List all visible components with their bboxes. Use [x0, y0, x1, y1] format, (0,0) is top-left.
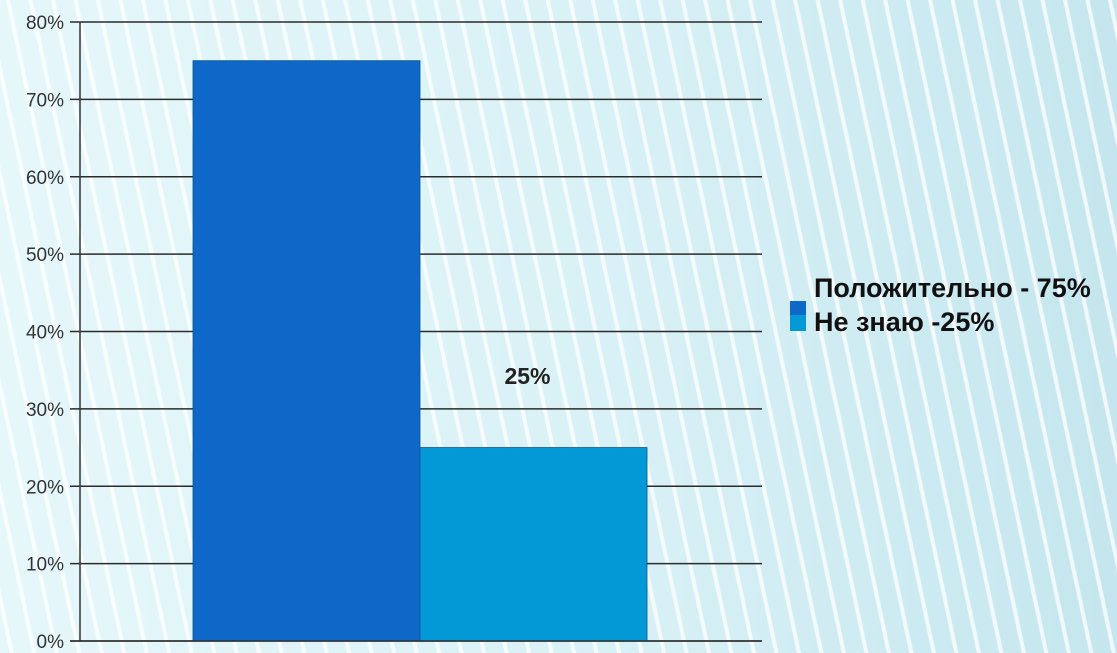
- bar-2: [419, 447, 648, 642]
- legend-swatch-dont-know: [790, 315, 806, 331]
- data-labels: 25%: [504, 363, 550, 389]
- legend-item-positive: Положительно - 75%: [790, 272, 1110, 317]
- bars: [192, 60, 648, 642]
- bar-1: [192, 60, 421, 642]
- y-tick-label: 30%: [26, 400, 64, 421]
- legend-swatch-positive: [790, 301, 806, 317]
- y-tick-label: 80%: [26, 13, 64, 34]
- y-tick-label: 60%: [26, 168, 64, 189]
- y-axis-tick-labels: 0% 10% 20% 30% 40% 50% 60% 70% 80%: [26, 13, 64, 653]
- legend-label-positive: Положительно - 75%: [814, 273, 1091, 303]
- legend-label-dont-know: Не знаю -25%: [814, 307, 995, 337]
- y-tick-label: 10%: [26, 555, 64, 576]
- y-tick-label: 70%: [26, 90, 64, 111]
- legend: Положительно - 75% Не знаю -25%: [790, 272, 1110, 338]
- legend-item-dont-know: Не знаю -25%: [790, 306, 1110, 338]
- data-label-2: 25%: [504, 363, 550, 389]
- y-tick-label: 40%: [26, 323, 64, 344]
- y-tick-label: 0%: [37, 632, 65, 653]
- y-tick-label: 50%: [26, 245, 64, 266]
- y-tick-label: 20%: [26, 477, 64, 498]
